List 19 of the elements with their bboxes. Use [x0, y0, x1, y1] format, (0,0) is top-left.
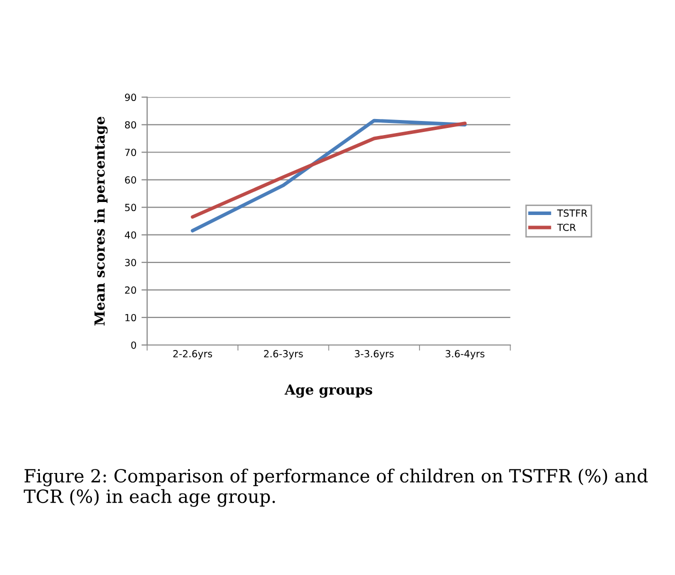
y-tick-label: 0 [131, 341, 136, 349]
caption: Figure 2: Comparison of performance of children on TSTFR (%) and TCR (%) in each age group. [24, 468, 648, 507]
x-axis-title: Age groups [284, 384, 372, 398]
legend-label: TSTFR [557, 209, 588, 217]
x-tick-label: 2.6-3yrs [264, 350, 303, 360]
x-tick-label: 3-3.6yrs [354, 350, 394, 360]
y-tick-label: 10 [125, 314, 136, 322]
y-tick-label: 30 [125, 258, 136, 266]
x-tick-label: 2-2.6yrs [173, 350, 212, 360]
y-tick-label: 20 [125, 286, 136, 294]
y-axis-title: Mean scores in percentage [94, 116, 108, 326]
y-tick-label: 80 [125, 121, 136, 129]
legend-label: TCR [557, 224, 576, 232]
y-tick-label: 40 [124, 231, 136, 239]
y-tick-label: 90 [124, 94, 136, 102]
y-tick-label: 50 [125, 204, 136, 212]
y-tick-label: 70 [125, 148, 136, 156]
x-tick-label: 3.6-4yrs [446, 350, 484, 360]
y-tick-label: 60 [125, 176, 136, 184]
